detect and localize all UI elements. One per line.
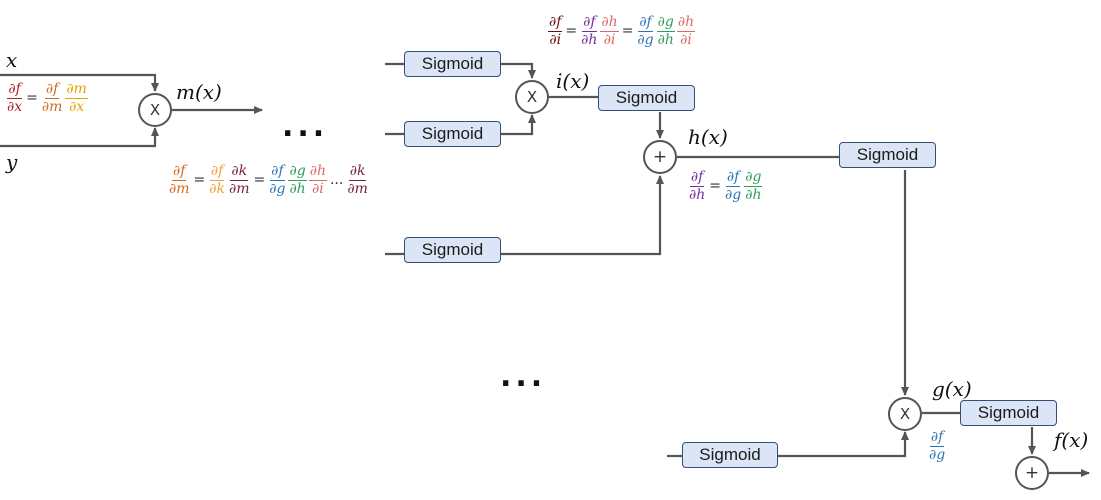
label-g: g(x) — [932, 377, 972, 401]
frac-term: ∂g ∂h — [744, 169, 763, 203]
equation-df-dx: ∂f ∂x = ∂f ∂m ∂m ∂x — [7, 81, 88, 115]
sigmoid-node-h: Sigmoid — [839, 142, 936, 168]
frac-term: ∂h ∂i — [676, 14, 696, 48]
equation-df-dg: ∂f ∂g — [928, 430, 946, 462]
equation-df-dh: ∂f ∂h = ∂f ∂g ∂g ∂h — [689, 169, 763, 203]
edge-sig4-to-mult-g — [778, 431, 909, 458]
frac-term: ∂h ∂i — [600, 14, 619, 48]
sigmoid-node-g: Sigmoid — [960, 400, 1057, 426]
frac-lhs: ∂f ∂g — [929, 429, 946, 463]
multiply-node-i: X — [515, 80, 549, 114]
sigmoid-node-top-1: Sigmoid — [404, 51, 501, 77]
sigmoid-node-bottom: Sigmoid — [682, 442, 778, 468]
label-i: i(x) — [556, 69, 590, 93]
sigmoid-node-top-2: Sigmoid — [404, 121, 501, 147]
frac-term: ∂g ∂h — [656, 14, 675, 48]
edge-y-to-mult — [0, 127, 159, 148]
multiply-node-g: X — [888, 397, 922, 431]
frac-term: ∂f ∂g — [269, 163, 286, 197]
frac-lhs: ∂f ∂h — [689, 169, 706, 203]
frac-lhs: ∂f ∂i — [548, 14, 563, 48]
edge-sig1-to-mult-i — [501, 62, 536, 79]
frac-lhs: ∂f ∂x — [7, 81, 23, 115]
label-f: f(x) — [1054, 428, 1089, 452]
frac-term: ∂k ∂m — [228, 163, 250, 197]
label-h: h(x) — [688, 125, 728, 149]
frac-lhs: ∂f ∂m — [169, 163, 190, 197]
sigmoid-node-mid: Sigmoid — [404, 237, 501, 263]
frac-term: ∂f ∂m — [41, 81, 63, 115]
inline-ellipsis: ... — [329, 172, 344, 189]
edge-x-to-mult — [0, 73, 159, 92]
frac-term: ∂f ∂h — [581, 14, 598, 48]
equation-df-di: ∂f ∂i = ∂f ∂h ∂h ∂i = ∂f ∂g ∂g ∂h ∂h ∂i — [548, 14, 696, 48]
add-node-h: + — [643, 140, 677, 174]
edge-sig2-to-mult-i — [501, 114, 536, 136]
label-x: x — [6, 48, 18, 72]
frac-term: ∂f ∂k — [209, 163, 225, 197]
add-node-f: + — [1015, 456, 1049, 490]
label-y: y — [6, 150, 18, 174]
ellipsis-upper: ... — [282, 109, 329, 144]
sigmoid-node-i: Sigmoid — [598, 85, 695, 111]
frac-term: ∂k ∂m — [347, 163, 368, 197]
frac-term: ∂h ∂i — [308, 163, 327, 197]
frac-term: ∂f ∂g — [725, 169, 742, 203]
ellipsis-lower: ... — [500, 359, 547, 394]
multiply-node-m: X — [138, 93, 172, 127]
edge-sig3-to-add-h — [501, 175, 664, 256]
equation-df-dm: ∂f ∂m = ∂f ∂k ∂k ∂m = ∂f ∂g ∂g ∂h ∂h ∂i ... ∂k… — [169, 163, 368, 197]
frac-term: ∂g ∂h — [288, 163, 307, 197]
frac-term: ∂f ∂g — [637, 14, 654, 48]
frac-term: ∂m ∂x — [65, 81, 88, 115]
label-m: m(x) — [176, 80, 222, 104]
